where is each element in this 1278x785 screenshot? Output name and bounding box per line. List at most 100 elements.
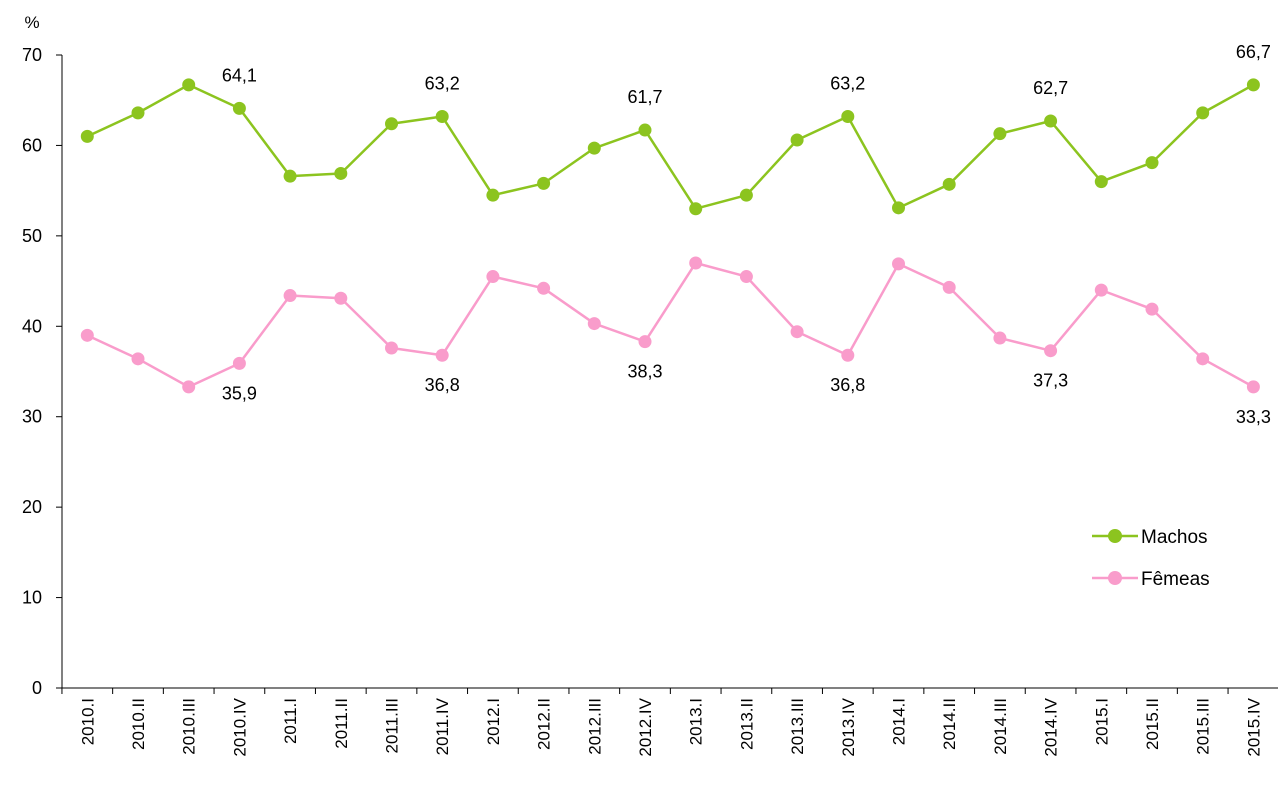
x-tick-label: 2012.II — [535, 698, 554, 750]
x-tick-label: 2013.III — [788, 698, 807, 755]
data-point — [1094, 175, 1108, 189]
x-tick-label: 2010.I — [78, 698, 97, 745]
data-point — [80, 129, 94, 143]
data-point — [232, 101, 246, 115]
data-point — [739, 188, 753, 202]
data-label: 36,8 — [425, 375, 460, 395]
data-point — [486, 270, 500, 284]
data-point — [182, 78, 196, 92]
x-tick-label: 2014.I — [890, 698, 909, 745]
x-tick-label: 2010.II — [129, 698, 148, 750]
data-point — [892, 201, 905, 215]
data-point — [942, 177, 956, 191]
data-point — [486, 188, 500, 202]
y-tick-label: 0 — [32, 678, 42, 698]
data-point — [841, 109, 855, 123]
x-tick-label: 2014.II — [940, 698, 959, 750]
data-label: 38,3 — [627, 362, 662, 382]
data-point — [638, 123, 652, 137]
data-point — [993, 127, 1007, 141]
data-label: 33,3 — [1236, 407, 1271, 427]
data-point — [1145, 156, 1159, 170]
y-tick-label: 10 — [22, 588, 42, 608]
data-point — [1145, 302, 1159, 316]
series-line-machos — [86, 83, 1255, 210]
x-tick-label: 2012.I — [484, 698, 503, 745]
data-point — [232, 356, 246, 370]
data-point — [638, 335, 652, 349]
x-tick-label: 2010.III — [180, 698, 199, 755]
data-point — [1246, 78, 1260, 92]
data-point — [689, 202, 703, 216]
data-point — [283, 289, 297, 303]
data-labels-layer: 64,1 63,2 61,7 63,2 62,7 66,7 35,9 36,8 38,3 36,8… — [222, 42, 1271, 427]
data-point — [1246, 380, 1260, 394]
data-point — [942, 280, 956, 294]
data-label: 37,3 — [1033, 371, 1068, 391]
y-tick-label: 70 — [22, 45, 42, 65]
x-tick-label: 2014.IV — [1042, 697, 1061, 756]
data-point — [537, 281, 551, 295]
x-tick-label: 2015.III — [1194, 698, 1213, 755]
data-point — [1094, 283, 1108, 297]
axes: 0 10 20 30 40 50 60 70 2010.I 2010.II 2010.III 2010… — [22, 45, 1278, 757]
data-point — [385, 117, 398, 131]
data-point — [841, 348, 855, 362]
y-tick-label: 40 — [22, 316, 42, 336]
data-label: 63,2 — [425, 73, 460, 93]
x-tick-label: 2012.IV — [636, 697, 655, 756]
data-label: 36,8 — [830, 375, 865, 395]
x-tick-label: 2011.II — [332, 698, 351, 749]
legend-marker — [1108, 529, 1122, 543]
data-point — [1044, 344, 1058, 358]
data-point — [385, 341, 398, 355]
x-tick-label: 2012.III — [585, 698, 604, 755]
x-tick-label: 2013.I — [687, 698, 706, 745]
data-point — [435, 109, 449, 123]
data-point — [283, 169, 297, 183]
x-tick-label: 2010.IV — [230, 697, 249, 756]
data-point — [334, 166, 348, 180]
data-point — [435, 348, 449, 362]
x-tick-label: 2013.IV — [839, 697, 858, 756]
data-point — [739, 270, 753, 284]
data-point — [182, 380, 196, 394]
data-point — [80, 328, 94, 342]
x-tick-label: 2015.II — [1143, 698, 1162, 750]
legend: Machos Fêmeas — [1092, 527, 1210, 590]
x-tick-label: 2013.II — [737, 698, 756, 750]
series-layer — [80, 78, 1260, 394]
data-point — [131, 352, 145, 366]
data-label: 61,7 — [627, 87, 662, 107]
data-point — [334, 291, 348, 305]
data-point — [689, 256, 703, 270]
data-point — [790, 325, 804, 339]
data-label: 63,2 — [830, 73, 865, 93]
x-tick-label: 2015.I — [1092, 698, 1111, 745]
x-tick-label: 2011.IV — [433, 697, 452, 755]
legend-label: Machos — [1141, 527, 1208, 548]
y-tick-label: 30 — [22, 407, 42, 427]
data-label: 35,9 — [222, 383, 257, 403]
x-tick-label: 2011.III — [383, 698, 402, 753]
data-label: 62,7 — [1033, 78, 1068, 98]
data-point — [1196, 106, 1210, 120]
x-tick-label: 2015.IV — [1244, 697, 1263, 756]
data-point — [131, 106, 145, 120]
data-point — [993, 331, 1007, 345]
legend-label: Fêmeas — [1141, 569, 1210, 590]
data-label: 66,7 — [1236, 42, 1271, 62]
data-point — [587, 141, 601, 155]
data-label: 64,1 — [222, 65, 257, 85]
data-point — [537, 176, 551, 190]
y-tick-label: 50 — [22, 226, 42, 246]
data-point — [892, 257, 905, 271]
y-tick-label: 20 — [22, 497, 42, 517]
y-tick-label: 60 — [22, 135, 42, 155]
data-point — [587, 317, 601, 331]
series-line-femeas — [86, 261, 1255, 389]
legend-marker — [1108, 571, 1122, 585]
data-point — [1196, 352, 1210, 366]
y-axis-unit-label: % — [24, 13, 39, 32]
